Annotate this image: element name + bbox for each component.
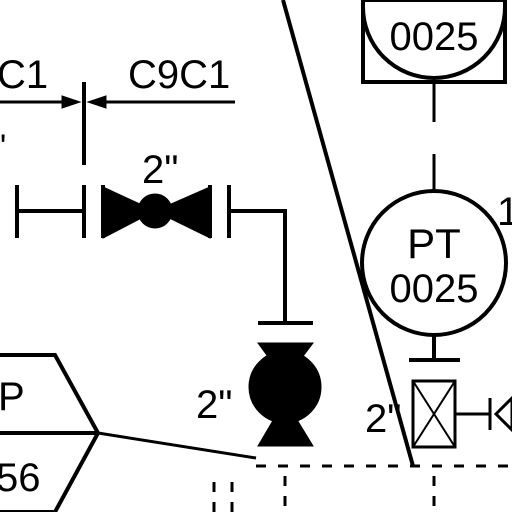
valve-stem-ball	[137, 193, 173, 229]
pipe-elbow	[229, 209, 287, 323]
display-tag-number: 0025	[390, 15, 479, 59]
spec-right-arrowhead	[86, 95, 107, 109]
partial-size-label: "	[0, 128, 6, 166]
pump-size-label: 2"	[196, 383, 232, 427]
diagonal-leader	[281, 0, 415, 467]
spec-left-arrowhead	[61, 95, 82, 109]
gate-valve: 2"	[101, 148, 212, 239]
display-arc	[361, 6, 507, 80]
display-instrument: 0025	[361, 0, 507, 190]
filter-element: 2"	[365, 379, 512, 449]
pump-symbol: 2"	[196, 342, 322, 447]
pump-bottom-triangle	[257, 399, 314, 447]
trap-top-label: P	[0, 375, 25, 419]
spec-right-label: C9C1	[128, 53, 230, 97]
left-pipe-flanges	[15, 185, 86, 238]
dashed-lines	[212, 464, 512, 512]
trap-bottom-label: 56	[0, 456, 41, 500]
filter-out-arrow	[493, 395, 512, 433]
spec-left-label: C1	[0, 53, 48, 97]
pressure-transmitter: PT 0025 1	[360, 189, 512, 362]
valve-body-left	[102, 186, 157, 239]
trap-leader-line	[97, 431, 257, 460]
filter-size-label: 2"	[365, 397, 401, 441]
valve-size-label: 2"	[142, 148, 178, 192]
trap-tag: P 56	[0, 353, 257, 512]
pipe-to-pump	[227, 185, 313, 325]
filter-cross-2	[412, 380, 456, 448]
transmitter-tag-number: 0025	[390, 267, 479, 311]
transmitter-side-label: 1	[497, 190, 512, 234]
spec-break: C1 C9C1	[0, 53, 235, 165]
transmitter-tag-type: PT	[407, 220, 461, 267]
